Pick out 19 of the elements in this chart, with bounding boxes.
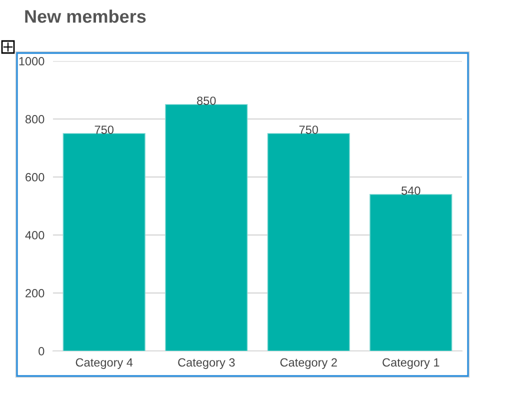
data-label: 850 xyxy=(197,96,216,105)
chart-title: New members xyxy=(25,10,146,23)
x-tick-label: Category 2 xyxy=(280,358,337,369)
y-tick-label: 400 xyxy=(25,231,44,240)
y-tick-label: 200 xyxy=(26,289,44,298)
data-label: 750 xyxy=(299,126,318,134)
y-tick-label: 600 xyxy=(26,173,44,182)
y-tick-label: 0 xyxy=(38,347,44,356)
data-label: 750 xyxy=(94,126,114,134)
bar xyxy=(165,104,248,351)
data-label: 540 xyxy=(402,186,420,195)
bar xyxy=(267,133,350,351)
x-tick-label: Category 3 xyxy=(178,358,235,369)
y-tick-label: 1000 xyxy=(19,57,44,66)
x-tick-label: Category 1 xyxy=(382,358,440,369)
x-tick-label: Category 4 xyxy=(76,358,133,369)
bar xyxy=(62,133,146,351)
bar xyxy=(370,194,452,351)
y-tick-label: 800 xyxy=(25,115,44,124)
